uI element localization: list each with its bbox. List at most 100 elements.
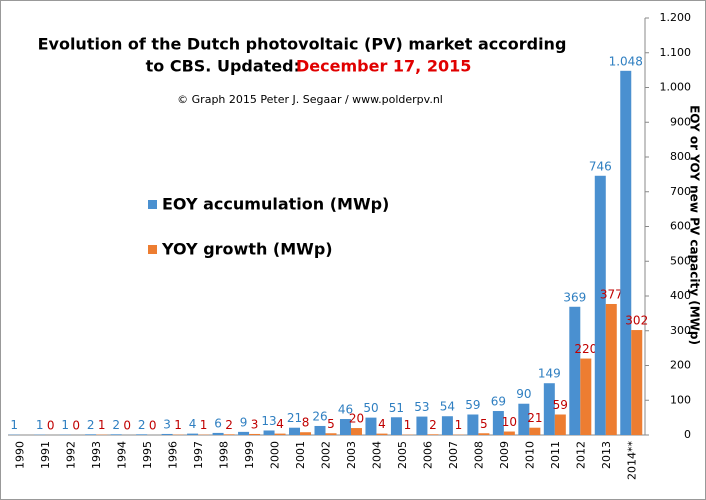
y-tick-label: 800 — [670, 150, 691, 163]
data-label: 6 — [214, 416, 222, 430]
bar — [110, 434, 122, 435]
data-label: 746 — [589, 159, 612, 173]
y-tick-label: 300 — [670, 324, 691, 337]
y-tick-label: 400 — [670, 289, 691, 302]
data-label: 69 — [491, 395, 506, 409]
data-label: 3 — [163, 417, 171, 431]
bar — [390, 417, 402, 435]
bar — [529, 427, 541, 435]
data-label: 54 — [440, 400, 455, 414]
chart-date: December 17, 2015 — [296, 57, 471, 76]
data-label: 149 — [538, 367, 561, 381]
x-tick-label: 1992 — [65, 441, 78, 469]
bar — [300, 432, 312, 435]
data-label: 2 — [225, 418, 233, 432]
bar — [365, 417, 377, 435]
x-tick-label: 1995 — [141, 441, 154, 469]
data-label: 2 — [429, 418, 437, 432]
data-label: 1 — [174, 418, 182, 432]
bar — [427, 434, 439, 435]
data-label: 46 — [338, 403, 353, 417]
data-label: 377 — [600, 287, 623, 301]
x-tick-label: 1993 — [90, 441, 103, 469]
x-tick-label: 2010 — [523, 441, 536, 469]
bar — [187, 433, 199, 435]
bar — [339, 419, 351, 435]
y-axis-label: EOY or YOY new PV capacity (MWp) — [688, 105, 702, 345]
data-label: 5 — [327, 417, 335, 431]
bar — [136, 434, 148, 435]
data-label: 0 — [123, 419, 131, 433]
legend-swatch — [148, 245, 157, 254]
data-label: 90 — [516, 387, 531, 401]
data-label: 59 — [553, 398, 568, 412]
chart-title: Evolution of the Dutch photovoltaic (PV)… — [38, 35, 567, 54]
bar — [416, 416, 428, 435]
bar — [580, 358, 592, 435]
data-label: 5 — [480, 417, 488, 431]
x-tick-label: 2006 — [421, 441, 434, 469]
bar — [503, 431, 515, 435]
bar — [85, 434, 97, 435]
bar — [594, 175, 606, 435]
data-label: 0 — [47, 419, 55, 433]
bar — [441, 416, 453, 435]
x-tick-label: 2001 — [294, 441, 307, 469]
x-tick-label: 2014** — [625, 441, 638, 480]
bar — [212, 432, 224, 435]
legend-label: YOY growth (MWp) — [161, 240, 333, 259]
bar — [569, 306, 581, 435]
data-label: 59 — [465, 398, 480, 412]
bar — [518, 403, 530, 435]
y-tick-label: 1.100 — [660, 46, 692, 59]
x-tick-label: 1999 — [243, 441, 256, 469]
bar — [631, 330, 643, 435]
legend-swatch — [148, 200, 157, 209]
bar — [314, 425, 326, 435]
subtitle: © Graph 2015 Peter J. Segaar / www.polde… — [177, 93, 443, 106]
x-tick-label: 2011 — [549, 441, 562, 469]
x-tick-label: 1990 — [14, 441, 27, 469]
data-label: 26 — [312, 409, 327, 423]
bar — [492, 411, 504, 435]
x-tick-label: 2000 — [269, 441, 282, 469]
x-tick-label: 1996 — [167, 441, 180, 469]
data-label: 8 — [302, 416, 310, 430]
data-label: 2 — [112, 418, 120, 432]
bar — [223, 434, 235, 435]
y-tick-label: 200 — [670, 359, 691, 372]
bar — [376, 433, 388, 435]
chart-title: to CBS. Updated: — [146, 57, 300, 76]
data-label: 9 — [240, 415, 248, 429]
bar — [620, 70, 632, 435]
bar — [238, 431, 250, 435]
x-tick-label: 2013 — [600, 441, 613, 469]
data-label: 1 — [455, 418, 463, 432]
data-label: 302 — [625, 314, 648, 328]
bar — [350, 428, 362, 435]
x-tick-label: 2007 — [447, 441, 460, 469]
data-label: 1 — [36, 418, 44, 432]
y-tick-label: 500 — [670, 254, 691, 267]
bar — [289, 427, 301, 435]
bar — [263, 430, 275, 435]
x-tick-label: 1991 — [39, 441, 52, 469]
data-label: 0 — [72, 419, 80, 433]
data-label: 369 — [563, 290, 586, 304]
bar — [467, 414, 479, 435]
data-label: 13 — [261, 414, 276, 428]
data-label: 0 — [149, 419, 157, 433]
y-tick-label: 900 — [670, 115, 691, 128]
x-tick-label: 1997 — [192, 441, 205, 469]
y-tick-label: 0 — [684, 428, 691, 441]
x-tick-label: 2008 — [472, 441, 485, 469]
data-label: 3 — [251, 417, 259, 431]
data-label: 1 — [10, 418, 18, 432]
data-label: 4 — [189, 417, 197, 431]
x-tick-label: 2012 — [574, 441, 587, 469]
data-label: 1 — [61, 418, 69, 432]
data-label: 21 — [287, 411, 302, 425]
data-label: 4 — [276, 417, 284, 431]
bar — [478, 433, 490, 435]
x-tick-label: 1994 — [116, 441, 129, 469]
